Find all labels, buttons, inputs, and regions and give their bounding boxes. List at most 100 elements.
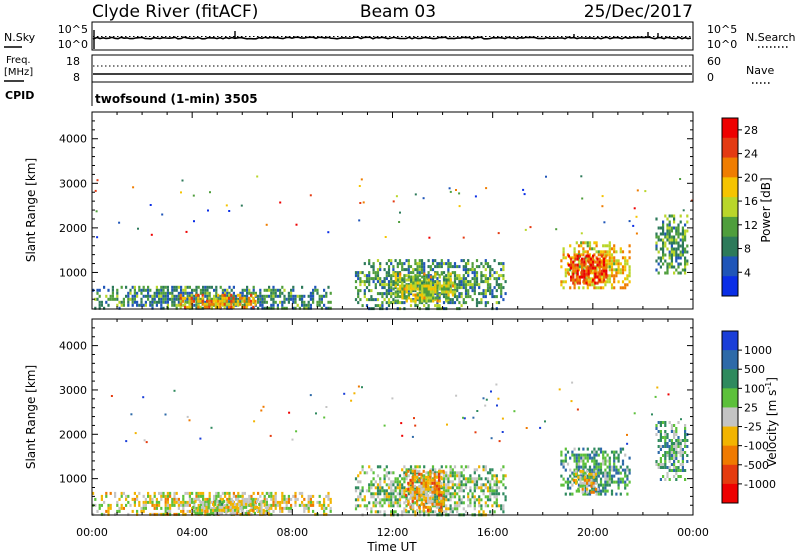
echo-cell: [208, 302, 211, 306]
echo-cell: [236, 508, 239, 512]
echo-cell: [212, 508, 215, 512]
echo-cell: [655, 268, 658, 272]
echo-cell: [423, 274, 426, 278]
echo-cell: [475, 277, 479, 281]
echo-cell: [409, 505, 412, 509]
echo-cell: [573, 459, 576, 463]
echo-cell: [595, 465, 598, 469]
echo-cell: [359, 480, 362, 484]
echo-cell: [442, 490, 445, 494]
echo-cell: [169, 291, 172, 295]
echo-cell: [374, 510, 377, 514]
echo-cell: [681, 451, 684, 454]
echo-cell: [681, 253, 684, 257]
echo-cell: [243, 497, 246, 501]
echo-cell: [301, 297, 304, 301]
echo-cell: [272, 300, 275, 304]
echo-cell: [677, 247, 680, 251]
echo-cell: [677, 253, 680, 257]
echo-cell: [613, 286, 616, 290]
echo-cell: [655, 241, 658, 245]
echo-cell: [403, 296, 406, 300]
echo-cell: [626, 283, 629, 287]
echo-cell: [257, 294, 260, 298]
echo-cell: [588, 247, 592, 251]
echo-cell: [177, 497, 180, 501]
echo-cell: [274, 291, 277, 295]
echo-cell: [572, 275, 575, 279]
echo-cell: [219, 294, 222, 298]
echo-cell: [569, 492, 572, 496]
echo-cell: [675, 445, 678, 448]
echo-cell: [597, 471, 600, 475]
echo-cell: [573, 468, 576, 472]
colorbar-tick-label: 12: [744, 219, 758, 232]
echo-cell: [361, 498, 364, 502]
echo-cell: [153, 297, 156, 301]
echo-cell: [274, 300, 277, 304]
echo-cell: [206, 288, 209, 292]
echo-cell: [464, 277, 468, 281]
echo-cell: [272, 500, 275, 504]
echo-cell: [469, 486, 472, 490]
echo-cell: [215, 285, 218, 289]
echo-cell: [435, 487, 438, 491]
echo-cell: [497, 277, 501, 281]
echo-cell: [670, 445, 673, 448]
echo-cell: [467, 498, 470, 502]
echo-cell: [133, 491, 136, 495]
echo-cell: [285, 497, 288, 501]
echo-cell: [383, 492, 386, 496]
echo-cell: [209, 191, 211, 194]
echo-cell: [668, 250, 671, 254]
echo-cell: [261, 491, 264, 495]
echo-cell: [418, 299, 422, 303]
echo-cell: [443, 287, 446, 291]
echo-cell: [659, 439, 662, 442]
echo-cell: [484, 301, 487, 305]
echo-cell: [597, 447, 600, 451]
echo-cell: [462, 274, 465, 278]
echo-cell: [359, 492, 362, 496]
echo-cell: [213, 494, 216, 498]
echo-cell: [591, 450, 594, 454]
echo-cell: [456, 492, 459, 496]
echo-cell: [387, 301, 391, 305]
echo-cell: [613, 480, 616, 484]
echo-cell: [593, 286, 596, 290]
echo-cell: [684, 442, 687, 445]
echo-cell: [153, 494, 156, 498]
echo-cell: [610, 465, 614, 469]
echo-cell: [357, 474, 360, 478]
echo-cell: [399, 278, 402, 282]
echo-cell: [570, 266, 573, 270]
echo-cell: [387, 274, 391, 278]
echo-cell: [398, 498, 402, 502]
echo-cell: [434, 259, 437, 263]
echo-cell: [449, 465, 452, 469]
echo-cell: [433, 484, 436, 488]
echo-cell: [210, 506, 213, 510]
echo-cell: [691, 199, 693, 202]
echo-cell: [664, 460, 667, 463]
echo-cell: [396, 295, 399, 299]
echo-cell: [608, 459, 611, 463]
echo-cell: [217, 503, 220, 507]
echo-cell: [447, 284, 450, 288]
echo-cell: [482, 483, 485, 487]
echo-cell: [673, 265, 676, 269]
echo-cell: [140, 303, 143, 307]
echo-cell: [376, 292, 380, 296]
echo-cell: [462, 468, 465, 472]
echo-cell: [188, 419, 191, 422]
echo-cell: [686, 259, 689, 263]
colorbar-frame: [721, 117, 739, 297]
echo-cell: [390, 486, 393, 490]
echo-cell: [149, 497, 152, 501]
echo-cell: [458, 301, 461, 305]
echo-cell: [390, 289, 393, 293]
echo-cell: [436, 262, 439, 266]
echo-cell: [602, 483, 605, 487]
echo-cell: [447, 507, 450, 511]
